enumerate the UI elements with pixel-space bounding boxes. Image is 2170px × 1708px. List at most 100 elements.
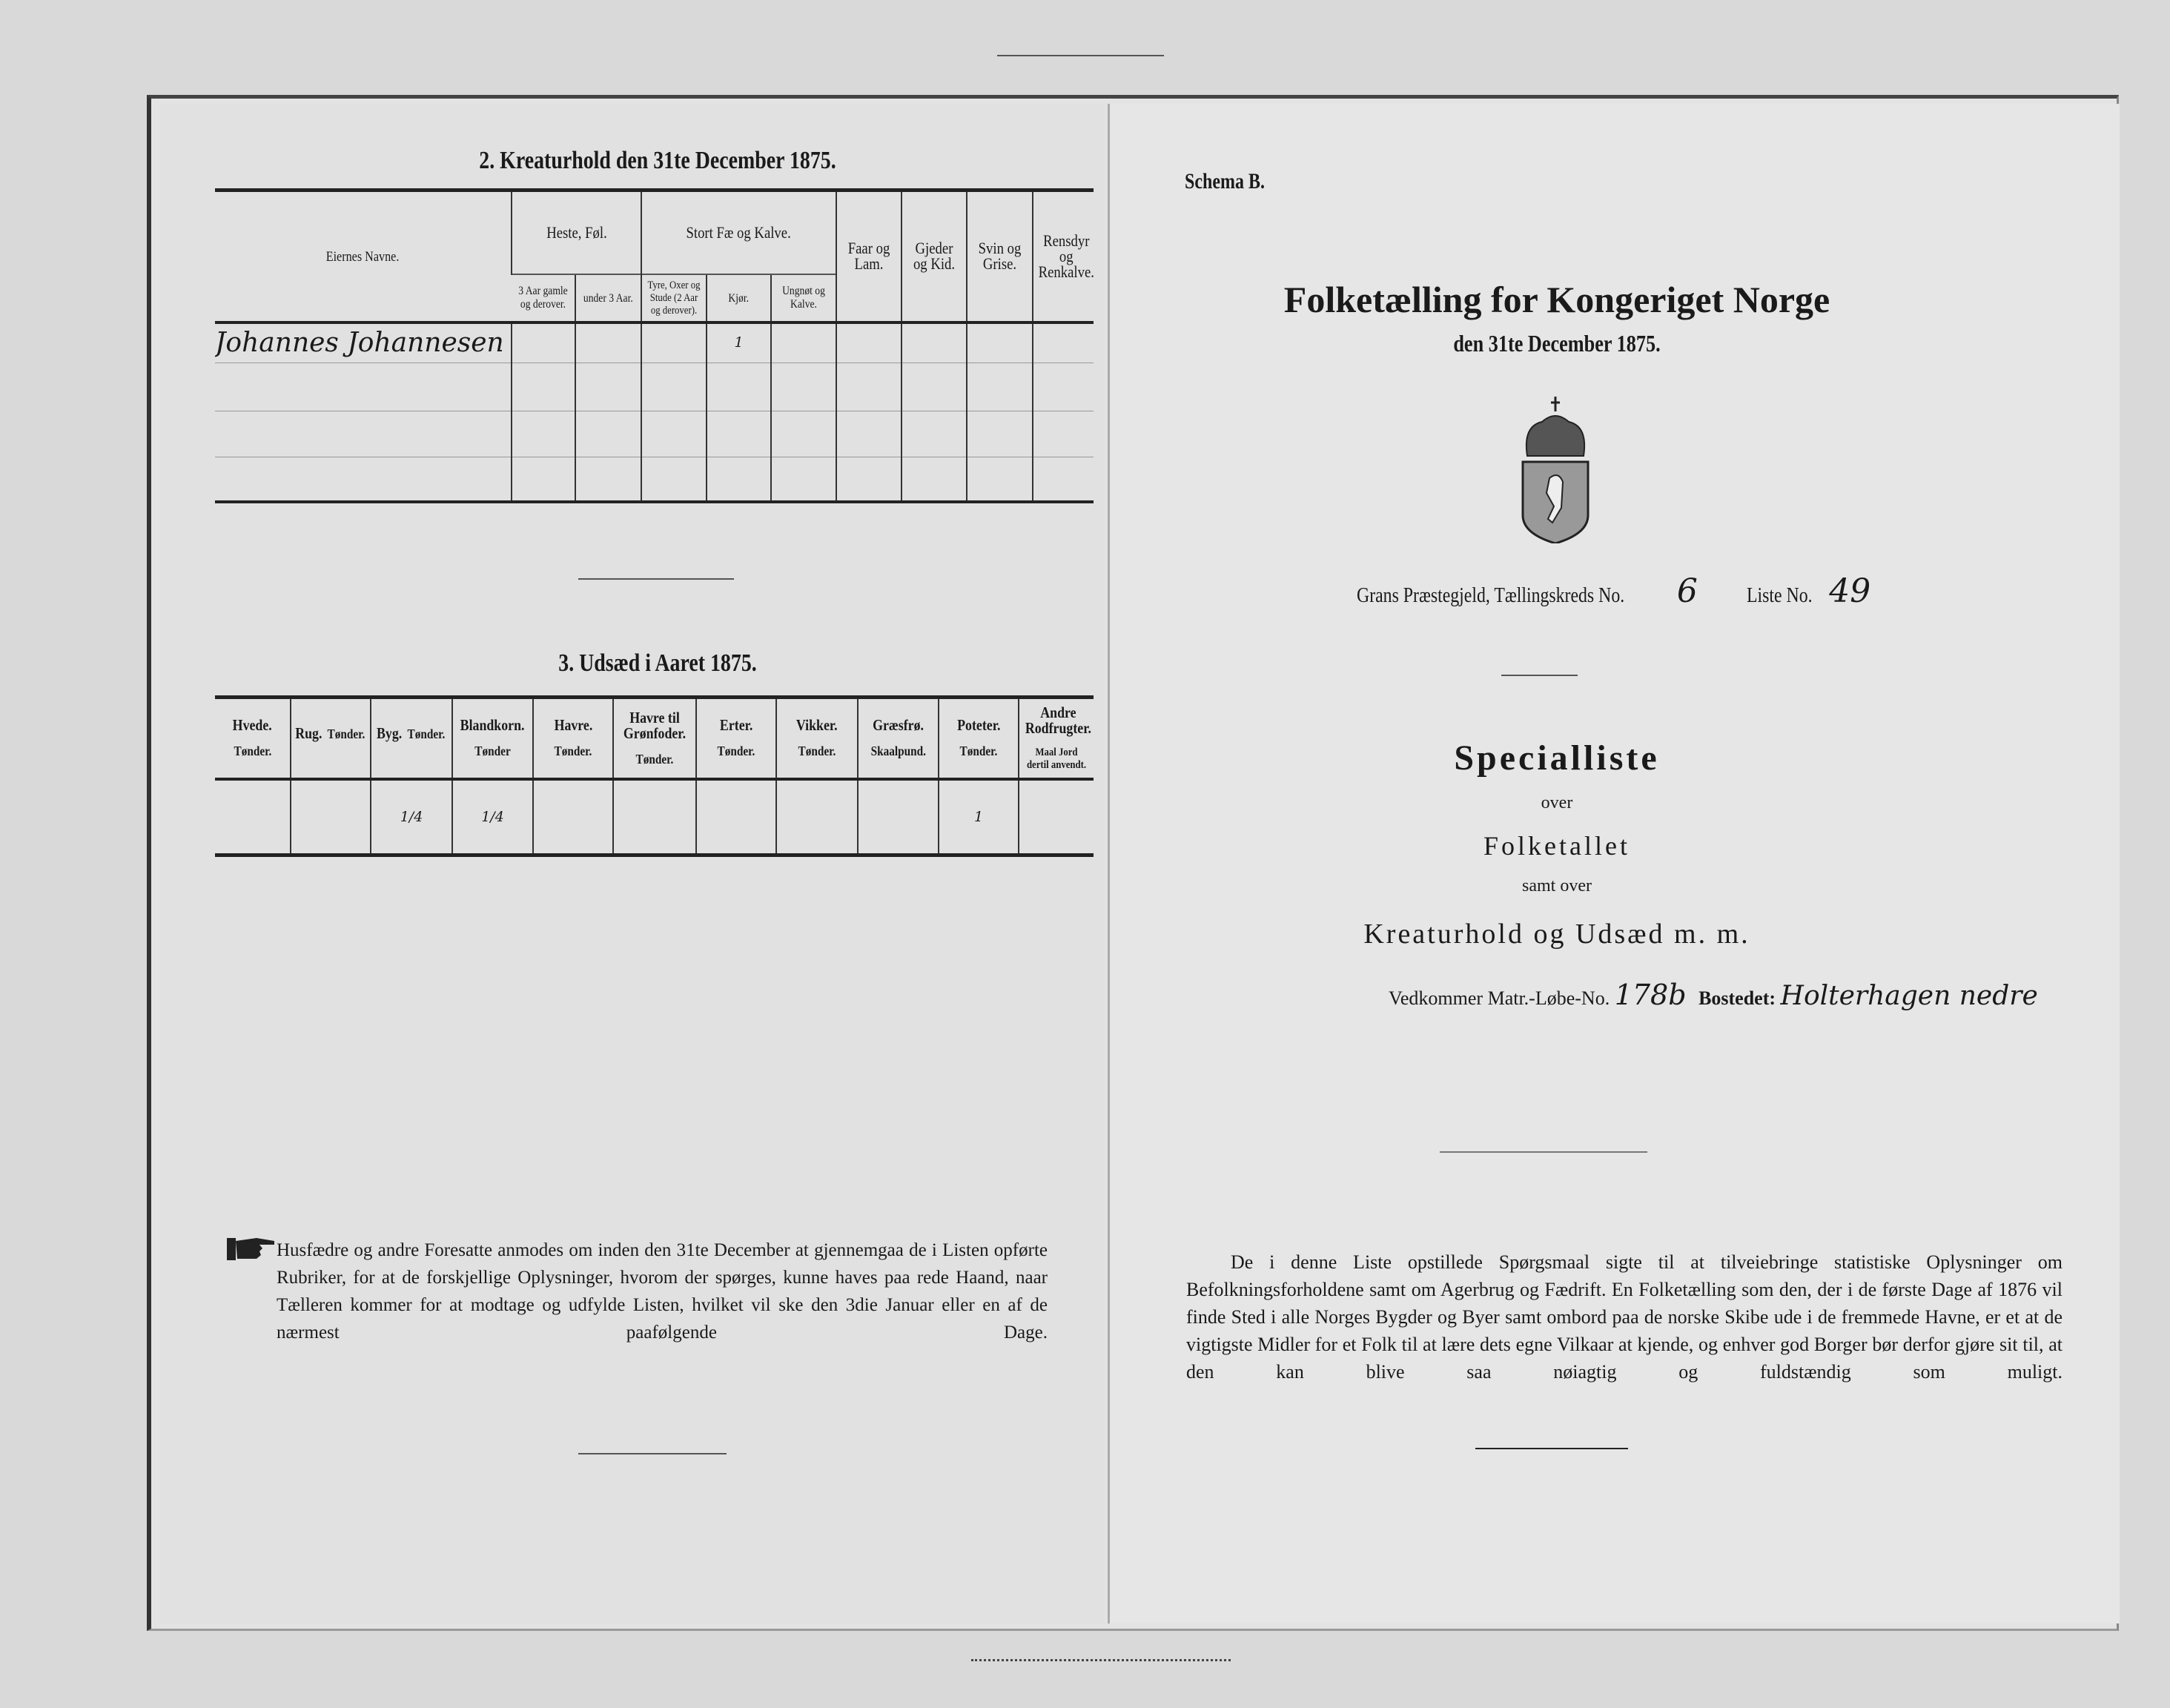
col-unit: Skaalpund. <box>870 744 926 758</box>
cell <box>641 322 707 363</box>
seed-value <box>1018 779 1094 853</box>
col-seed: Andre Rodfrugter. Maal Jord dertil anvend… <box>1018 699 1094 781</box>
matr-number: 178b <box>1614 979 1687 1011</box>
cows-value: 1 <box>706 322 772 363</box>
table-row <box>215 363 1094 411</box>
col-unit: Tønder. <box>959 744 998 758</box>
coat-of-arms-icon <box>1520 397 1591 545</box>
col-unit: Tønder. <box>327 726 365 741</box>
col-seed: Erter. Tønder. <box>695 699 776 781</box>
form-date: den 31te December 1875. <box>1453 330 1661 357</box>
table3-top-rule <box>215 695 1094 699</box>
cell <box>770 322 837 363</box>
col-goats: Gjeder og Kid. <box>901 192 967 324</box>
table2-bottom-rule <box>215 500 1094 503</box>
col-seed: Poteter. Tønder. <box>938 699 1019 781</box>
cell <box>511 322 575 363</box>
seed-value <box>857 779 939 853</box>
list-line: Liste No. 49 <box>1747 572 1871 610</box>
table-row <box>215 411 1094 457</box>
col-unit: Tønder. <box>554 744 592 758</box>
col-name: Havre. <box>554 716 592 734</box>
col-cows: Kjør. <box>706 274 772 324</box>
samt-over-label: samt over <box>1522 876 1592 896</box>
seed-value: 1/4 <box>451 779 533 853</box>
list-number: 49 <box>1829 572 1871 610</box>
col-young-cattle: Ungnøt og Kalve. <box>770 274 837 324</box>
col-unit: Tønder. <box>407 726 446 741</box>
bottom-dash <box>578 1453 727 1454</box>
col-name: Vikker. <box>796 716 838 734</box>
district-number: 6 <box>1676 572 1698 610</box>
col-unit: Maal Jord dertil anvendt. <box>1026 747 1087 771</box>
col-seed: Havre til Grønfoder. Tønder. <box>612 699 696 781</box>
separator <box>1440 1151 1647 1153</box>
seed-value <box>775 779 858 853</box>
col-bulls: Tyre, Oxer og Stude (2 Aar og derover). <box>641 274 707 324</box>
col-unit: Tønder. <box>635 751 674 767</box>
over-label: over <box>1541 793 1573 812</box>
seed-value: 1 <box>938 779 1019 853</box>
col-name: Hvede. <box>232 716 273 734</box>
right-page <box>1108 104 2120 1623</box>
livestock-table: Eiernes Navne. Heste, Føl. Stort Fæ og K… <box>215 192 1094 501</box>
cell <box>901 322 967 363</box>
col-name: Græsfrø. <box>873 716 924 734</box>
matr-line: Vedkommer Matr.-Løbe-No. 178b Bostedet: … <box>1389 979 2038 1011</box>
col-unit: Tønder <box>474 744 511 758</box>
col-reindeer: Rensdyr og Renkalve. <box>1032 192 1094 324</box>
pointing-hand-icon <box>227 1235 276 1262</box>
form-title: Folketælling for Kongeriget Norge <box>1283 279 1830 320</box>
col-seed: Hvede. Tønder. <box>215 699 291 781</box>
col-horses-old: 3 Aar gamle og derover. <box>512 274 575 324</box>
col-name: Blandkorn. <box>460 716 525 734</box>
table-row <box>215 457 1094 501</box>
subject-label: Kreaturhold og Udsæd m. m. <box>1363 918 1750 950</box>
col-name: Havre til Grønfoder. <box>623 708 687 742</box>
col-cattle: Stort Fæ og Kalve. <box>641 192 837 274</box>
col-horses: Heste, Føl. <box>510 192 642 274</box>
col-pigs: Svin og Grise. <box>966 192 1033 324</box>
col-unit: Tønder. <box>798 744 836 758</box>
cell <box>1032 322 1094 363</box>
col-name: Erter. <box>719 716 753 734</box>
separator <box>1501 675 1578 676</box>
seed-table: Hvede. Tønder. Rug. Tønder. Byg. Tønder. Bland… <box>215 699 1094 853</box>
schema-label: Schema B. <box>1185 169 1265 193</box>
col-name: Rug. <box>294 724 322 742</box>
folketallet-label: Folketallet <box>1483 831 1630 861</box>
table3-bottom-rule <box>215 853 1094 857</box>
parish-line: Grans Præstegjeld, Tællingskreds No. 6 <box>1357 572 1698 610</box>
col-name: Poteter. <box>956 716 1001 734</box>
col-horses-young: under 3 Aar. <box>574 274 642 324</box>
specialliste-heading: Specialliste <box>1454 738 1660 778</box>
bottom-scribble <box>971 1652 1231 1661</box>
section2-title: 2. Kreaturhold den 31te December 1875. <box>479 147 836 174</box>
col-unit: Tønder. <box>234 744 271 758</box>
cell <box>836 322 902 363</box>
col-seed: Græsfrø. Skaalpund. <box>857 699 939 781</box>
seed-value <box>215 779 291 853</box>
col-sheep: Faar og Lam. <box>836 192 902 324</box>
col-seed: Rug. Tønder. <box>290 699 371 781</box>
col-seed: Byg. Tønder. <box>370 699 452 781</box>
intro-paragraph: De i denne Liste opstillede Spørgsmaal s… <box>1186 1251 2063 1383</box>
col-name: Andre Rodfrugter. <box>1025 704 1091 737</box>
col-unit: Tønder. <box>717 744 755 758</box>
seed-value: 1/4 <box>370 779 452 853</box>
separator <box>578 578 734 580</box>
cell <box>574 322 642 363</box>
seed-value <box>612 779 696 853</box>
col-name: Byg. <box>376 724 403 742</box>
top-mark <box>997 55 1164 56</box>
table2-top-rule <box>215 188 1094 192</box>
table-row: Johannes Johannesen 1 <box>215 322 1094 363</box>
seed-value <box>695 779 776 853</box>
cell <box>966 322 1033 363</box>
seed-value <box>532 779 613 853</box>
section3-title: 3. Udsæd i Aaret 1875. <box>558 649 757 677</box>
seed-value <box>290 779 371 853</box>
col-seed: Blandkorn. Tønder <box>451 699 533 781</box>
notice-text: Husfædre og andre Foresatte anmodes om i… <box>277 1240 1048 1343</box>
bosted-value: Holterhagen nedre <box>1780 981 2038 1011</box>
